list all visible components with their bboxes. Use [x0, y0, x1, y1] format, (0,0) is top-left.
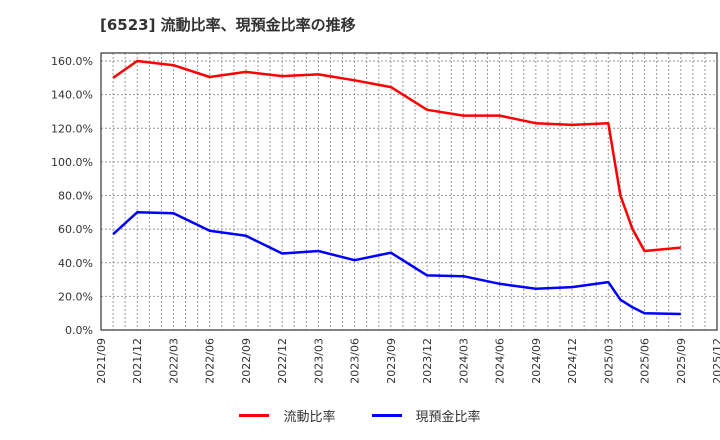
- legend: 流動比率 現預金比率: [0, 406, 720, 425]
- legend-swatch-red: [239, 414, 270, 417]
- y-tick-label: 80.0%: [58, 190, 93, 203]
- x-tick-label: 2024/09: [530, 338, 543, 384]
- legend-item-cash-ratio: 現預金比率: [371, 406, 481, 425]
- x-tick-label: 2024/12: [566, 338, 579, 384]
- y-tick-label: 160.0%: [51, 55, 93, 68]
- x-tick-label: 2025/06: [639, 338, 652, 384]
- x-tick-label: 2024/03: [457, 338, 470, 384]
- plot-frame: [100, 52, 718, 331]
- y-tick-label: 40.0%: [58, 257, 93, 270]
- x-tick-label: 2022/12: [276, 338, 289, 384]
- x-tick-label: 2021/12: [131, 338, 144, 384]
- y-tick-label: 120.0%: [51, 122, 93, 135]
- x-tick-label: 2023/12: [421, 338, 434, 384]
- x-tick-label: 2022/03: [167, 338, 180, 384]
- x-tick-label: 2025/03: [602, 338, 615, 384]
- series-cash-ratio-line: [112, 211, 681, 316]
- legend-item-current-ratio: 流動比率: [239, 406, 336, 425]
- x-tick-label: 2023/09: [385, 338, 398, 384]
- x-tick-label: 2023/03: [312, 338, 325, 384]
- x-tick-label: 2024/06: [494, 338, 507, 384]
- x-tick-label: 2021/09: [95, 338, 108, 384]
- y-tick-label: 140.0%: [51, 89, 93, 102]
- series-current-ratio-line: [112, 59, 681, 253]
- legend-label: 流動比率: [283, 410, 336, 425]
- legend-label: 現預金比率: [415, 410, 481, 425]
- x-tick-label: 2025/12: [711, 338, 720, 384]
- x-tick-label: 2022/06: [204, 338, 217, 384]
- y-tick-label: 20.0%: [58, 290, 93, 303]
- y-tick-label: 0.0%: [65, 324, 93, 337]
- x-tick-label: 2025/09: [675, 338, 688, 384]
- chart-title: [6523] 流動比率、現預金比率の推移: [100, 16, 356, 34]
- legend-swatch-blue: [371, 414, 402, 417]
- x-tick-label: 2023/06: [349, 338, 362, 384]
- y-tick-label: 60.0%: [58, 223, 93, 236]
- x-tick-label: 2022/09: [240, 338, 253, 384]
- y-tick-label: 100.0%: [51, 156, 93, 169]
